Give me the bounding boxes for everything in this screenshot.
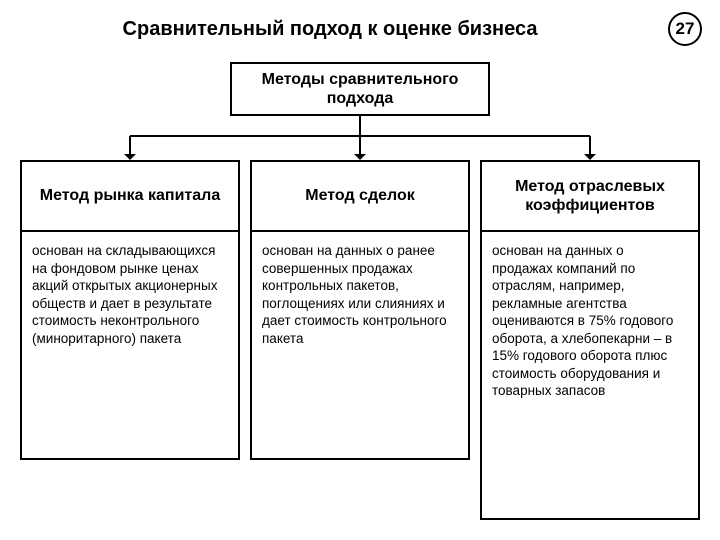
- method-heading: Метод отраслевых коэффициентов: [482, 162, 698, 232]
- method-heading: Метод рынка капитала: [22, 162, 238, 232]
- method-body: основан на складывающихся на фондовом ры…: [22, 232, 238, 359]
- method-box-capital-market: Метод рынка капитала основан на складыва…: [20, 160, 240, 460]
- method-heading: Метод сделок: [252, 162, 468, 232]
- page-title: Сравнительный подход к оценке бизнеса: [0, 18, 660, 41]
- method-body: основан на данных о ранее совершенных пр…: [252, 232, 468, 359]
- page-number: 27: [676, 19, 695, 39]
- method-heading-text: Метод сделок: [305, 186, 415, 205]
- method-box-deals: Метод сделок основан на данных о ранее с…: [250, 160, 470, 460]
- method-body: основан на данных о продажах компаний по…: [482, 232, 698, 412]
- root-node-label: Методы сравнительного подхода: [262, 71, 459, 107]
- page-number-badge: 27: [668, 12, 702, 46]
- root-node: Методы сравнительного подхода: [230, 62, 490, 116]
- method-heading-text: Метод рынка капитала: [40, 186, 220, 205]
- method-box-industry-coeff: Метод отраслевых коэффициентов основан н…: [480, 160, 700, 520]
- method-heading-text: Метод отраслевых коэффициентов: [488, 177, 692, 215]
